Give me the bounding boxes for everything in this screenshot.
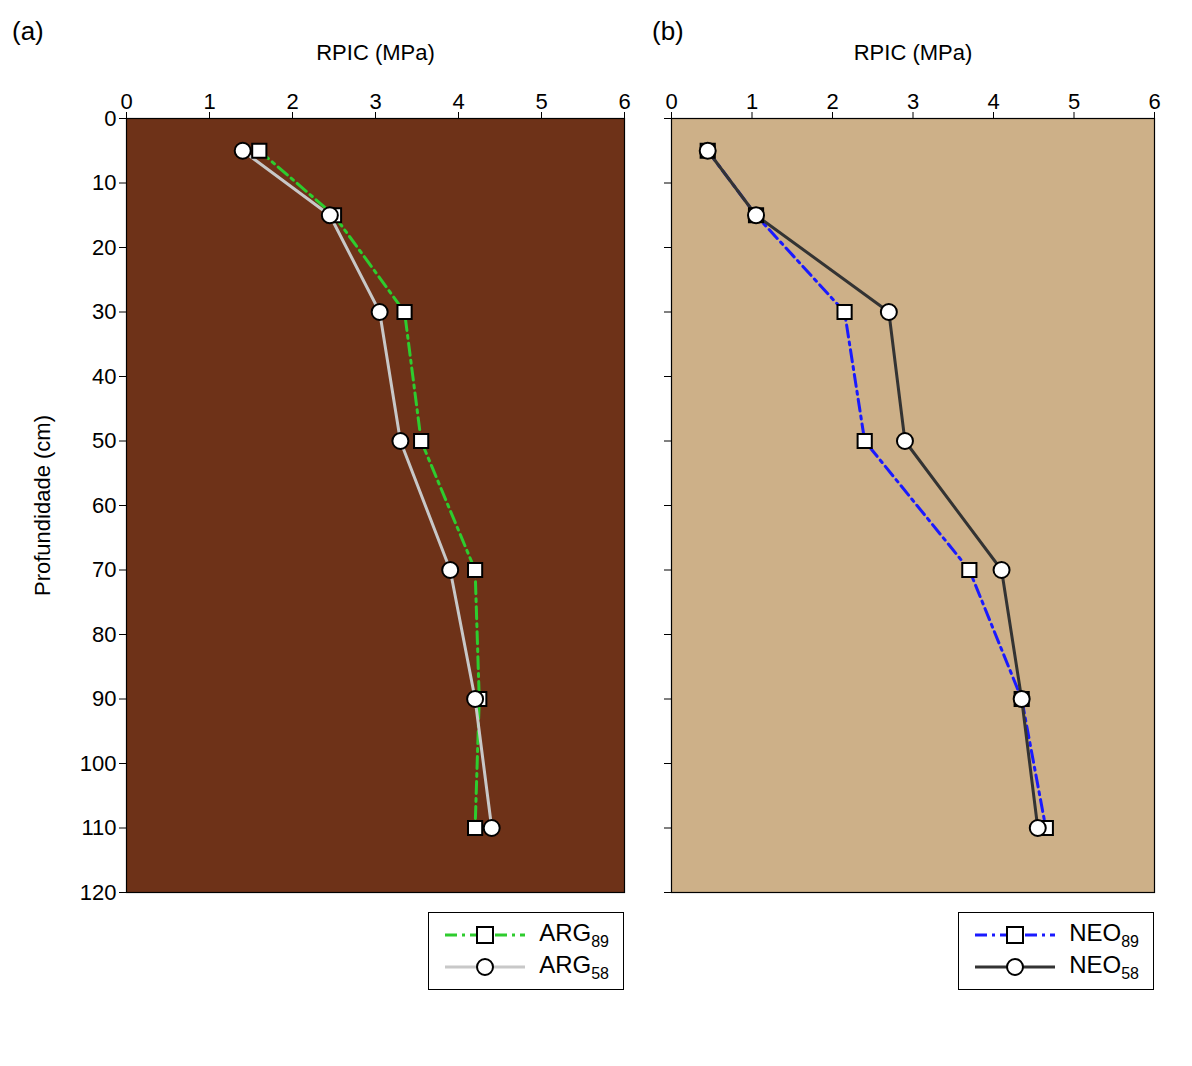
html-text:(b): (b) (652, 16, 684, 46)
html-text:ARG89: ARG89 (539, 919, 609, 950)
svg-text:4: 4 (452, 89, 464, 114)
svg-text:4: 4 (987, 89, 999, 114)
svg-text:60: 60 (92, 493, 116, 518)
html-text:NEO58: NEO58 (1069, 951, 1139, 982)
svg-text:0: 0 (120, 89, 132, 114)
svg-text:20: 20 (92, 235, 116, 260)
svg-text:RPIC (MPa): RPIC (MPa) (316, 40, 435, 65)
svg-text:1: 1 (746, 89, 758, 114)
svg-text:110: 110 (81, 815, 116, 840)
svg-text:70: 70 (92, 557, 116, 582)
svg-text:3: 3 (907, 89, 919, 114)
svg-text:2: 2 (286, 89, 298, 114)
svg-text:Profundidade (cm): Profundidade (cm) (30, 415, 55, 596)
svg-text:100: 100 (80, 751, 117, 776)
svg-text:5: 5 (1068, 89, 1080, 114)
svg-text:90: 90 (92, 686, 116, 711)
svg-text:6: 6 (618, 89, 630, 114)
svg-text:1: 1 (203, 89, 215, 114)
svg-text:0: 0 (665, 89, 677, 114)
svg-text:3: 3 (369, 89, 381, 114)
html-text:(a): (a) (12, 16, 44, 46)
svg-text:5: 5 (535, 89, 547, 114)
svg-text:10: 10 (92, 170, 116, 195)
svg-text:6: 6 (1148, 89, 1160, 114)
svg-text:40: 40 (92, 364, 116, 389)
svg-text:2: 2 (826, 89, 838, 114)
svg-text:RPIC (MPa): RPIC (MPa) (854, 40, 973, 65)
svg-text:120: 120 (80, 880, 117, 905)
svg-text:80: 80 (92, 622, 116, 647)
svg-text:50: 50 (92, 428, 116, 453)
svg-text:0: 0 (104, 106, 116, 131)
html-text:ARG58: ARG58 (539, 951, 609, 982)
html-text:NEO89: NEO89 (1069, 919, 1139, 950)
svg-text:30: 30 (92, 299, 116, 324)
